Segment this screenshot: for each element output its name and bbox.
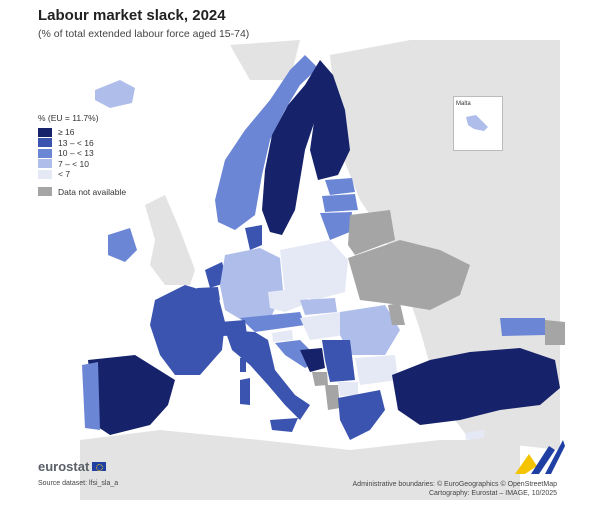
legend-label: < 7 xyxy=(58,169,71,180)
montenegro xyxy=(312,372,328,386)
poland xyxy=(280,240,348,300)
legend-label: 13 – < 16 xyxy=(58,137,94,148)
map-legend: % (EU = 11.7%) ≥ 16 13 – < 16 10 – < 13 … xyxy=(38,113,126,197)
legend-swatch xyxy=(38,148,52,158)
legend-swatch xyxy=(38,169,52,179)
malta-inset: Malta xyxy=(453,96,503,151)
belarus xyxy=(348,210,395,255)
map-credits: Administrative boundaries: © EuroGeograp… xyxy=(353,480,557,498)
malta-label: Malta xyxy=(456,101,471,107)
legend-item-3: 7 – < 10 xyxy=(38,159,126,170)
malta-shape xyxy=(466,115,488,131)
sicily xyxy=(270,418,298,432)
map-title: Labour market slack, 2024 xyxy=(38,7,226,24)
slovenia xyxy=(272,330,293,342)
eurostat-graphic-icon xyxy=(515,440,565,474)
norway xyxy=(215,55,318,230)
eurostat-logo: eurostat xyxy=(38,459,107,474)
caucasus xyxy=(545,320,565,345)
ireland xyxy=(108,228,137,262)
uk-land xyxy=(145,195,195,285)
legend-item-1: 13 – < 16 xyxy=(38,138,126,149)
credits-boundaries: Administrative boundaries: © EuroGeograp… xyxy=(352,481,557,488)
legend-swatch xyxy=(38,159,52,169)
cyprus xyxy=(465,430,485,440)
legend-item-na: Data not available xyxy=(38,187,126,198)
legend-label: ≥ 16 xyxy=(58,127,75,138)
greenland-area xyxy=(230,40,300,80)
albania xyxy=(325,385,340,410)
sardinia xyxy=(240,378,250,405)
ukraine xyxy=(348,240,470,310)
legend-label: Data not available xyxy=(58,186,127,197)
legend-swatch xyxy=(38,127,52,137)
legend-item-4: < 7 xyxy=(38,169,126,180)
georgia xyxy=(500,318,545,336)
legend-swatch xyxy=(38,138,52,148)
legend-label: 10 – < 13 xyxy=(58,148,94,159)
moldova xyxy=(388,303,405,325)
background-land-north-africa xyxy=(80,430,520,500)
latvia xyxy=(322,194,358,212)
legend-label: 7 – < 10 xyxy=(58,158,89,169)
spain xyxy=(88,355,175,435)
corsica xyxy=(240,357,246,372)
turkey xyxy=(392,348,560,425)
brand-text: eurostat xyxy=(38,459,90,474)
slovakia xyxy=(300,298,337,315)
legend-item-0: ≥ 16 xyxy=(38,127,126,138)
bulgaria xyxy=(355,355,398,385)
france xyxy=(150,285,225,375)
legend-swatch xyxy=(38,187,52,197)
czechia xyxy=(268,288,310,312)
north-macedonia xyxy=(338,382,358,396)
denmark xyxy=(245,225,262,250)
hungary xyxy=(300,312,345,340)
eu-flag-icon xyxy=(92,462,107,471)
greece xyxy=(338,390,385,440)
source-dataset: Source dataset: lfsi_sla_a xyxy=(38,480,119,487)
finland xyxy=(305,60,350,180)
credits-cartography: Cartography: Eurostat – IMAGE, 10/2025 xyxy=(428,490,557,497)
italy xyxy=(225,330,310,420)
bosnia xyxy=(300,348,325,372)
estonia xyxy=(325,178,355,195)
romania xyxy=(340,305,400,355)
austria xyxy=(240,312,305,332)
lithuania xyxy=(320,212,352,240)
legend-title: % (EU = 11.7%) xyxy=(38,113,99,123)
sweden xyxy=(262,85,318,235)
serbia xyxy=(322,340,355,382)
iceland xyxy=(95,80,135,108)
portugal xyxy=(82,362,100,430)
legend-item-2: 10 – < 13 xyxy=(38,148,126,159)
map-subtitle: (% of total extended labour force aged 1… xyxy=(38,28,250,40)
germany xyxy=(220,248,283,322)
